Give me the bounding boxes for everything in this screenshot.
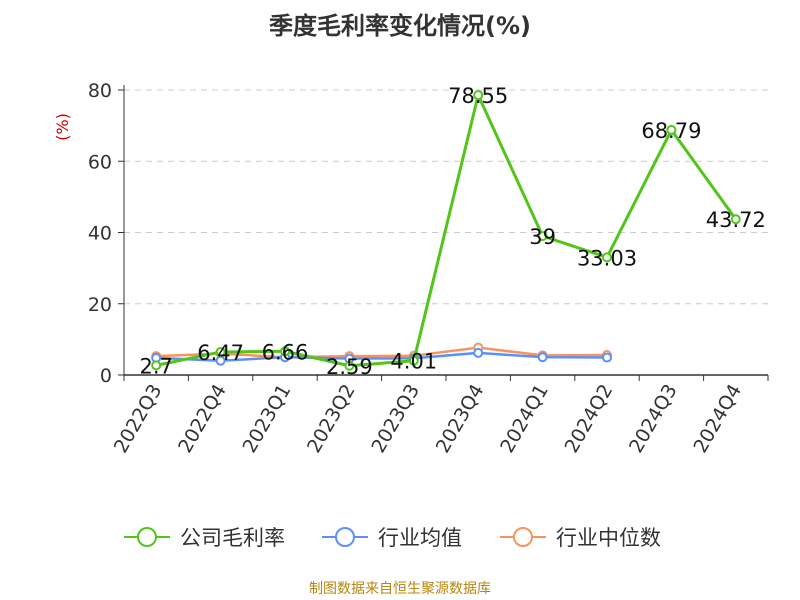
legend-marker: [335, 527, 355, 547]
legend: 公司毛利率 行业均值 行业中位数: [124, 526, 661, 550]
y-tick-label: 40: [88, 223, 112, 245]
data-label: 2.7: [139, 354, 172, 378]
data-label: 78.55: [448, 84, 508, 108]
legend-marker: [513, 527, 533, 547]
x-tick-label: 2023Q2: [303, 381, 360, 457]
data-point: [280, 346, 290, 357]
data-point: [473, 347, 484, 358]
source-note: 制图数据来自恒生聚源数据库: [309, 581, 491, 597]
data-point: [344, 360, 355, 371]
data-point: [151, 360, 162, 371]
x-tick-label: 2024Q2: [561, 381, 618, 457]
series-line-1: [156, 351, 608, 362]
data-label: 68.79: [641, 119, 701, 143]
data-label: 2.59: [326, 355, 373, 379]
x-tick-label: 2023Q3: [367, 381, 424, 457]
data-point: [473, 90, 484, 101]
data-point: [215, 346, 226, 357]
x-tick-label: 2024Q1: [496, 381, 553, 457]
x-tick-label: 2024Q3: [625, 381, 682, 457]
y-tick-label: 60: [88, 151, 112, 173]
data-point: [602, 352, 612, 363]
data-label: 4.01: [390, 350, 437, 374]
data-label: 6.47: [197, 341, 244, 365]
data-label: 43.72: [706, 208, 766, 232]
data-point: [730, 214, 741, 225]
chart-title: 季度毛利率变化情况(%): [269, 12, 531, 40]
data-point: [537, 352, 548, 363]
series-line-0: [155, 93, 738, 368]
legend-marker: [137, 527, 157, 547]
series-line-2: [156, 346, 608, 359]
x-tick-label: 2022Q4: [174, 381, 231, 457]
data-labels: 2.7 6.47 6.66 2.59 4.01 78.55 39 33.03 68.79 43.7…: [139, 84, 765, 379]
x-tick-label: 2022Q3: [110, 381, 167, 457]
series-lines: [151, 90, 741, 371]
y-tick-label: 20: [88, 294, 112, 316]
y-tick-label: 0: [100, 365, 112, 387]
legend-label: 公司毛利率: [180, 526, 285, 550]
data-label: 39: [529, 225, 556, 249]
data-point: [537, 231, 548, 242]
data-point: [602, 252, 612, 263]
data-label: 6.66: [262, 340, 309, 364]
legend-label: 行业中位数: [556, 526, 661, 550]
y-axis-label: (%): [53, 113, 72, 141]
data-label: 33.03: [577, 246, 637, 270]
x-tick-label: 2024Q4: [689, 381, 746, 457]
x-tick-label: 2023Q4: [432, 381, 489, 457]
data-point: [408, 355, 419, 366]
y-tick-label: 80: [88, 80, 112, 102]
x-tick-label: 2023Q1: [239, 381, 296, 457]
data-point: [666, 124, 677, 135]
legend-label: 行业均值: [378, 526, 462, 550]
